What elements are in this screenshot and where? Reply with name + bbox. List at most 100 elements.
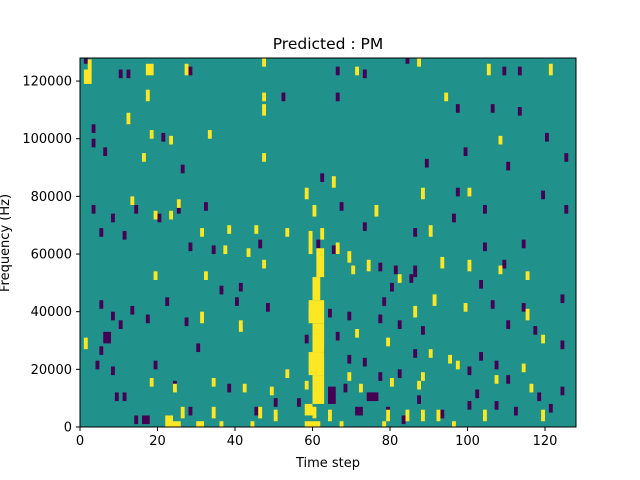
heatmap-cell-low [397, 369, 402, 378]
heatmap-cell-low [91, 138, 96, 148]
heatmap-cell-high [180, 406, 185, 419]
heatmap-cell-low [409, 274, 414, 283]
heatmap-cell-high [211, 377, 216, 387]
heatmap-cell-high [130, 196, 135, 206]
heatmap-cell-low [157, 213, 162, 223]
chart-title: Predicted : PM [273, 35, 384, 53]
heatmap-cell-high [304, 421, 321, 427]
heatmap-cell-low [560, 386, 565, 396]
heatmap-cell-high [176, 199, 181, 208]
heatmap-cell-low [204, 202, 208, 211]
heatmap-cell-low [560, 340, 565, 350]
heatmap-cell-high [390, 377, 394, 387]
heatmap-cell-low [545, 132, 549, 142]
heatmap-cell-low [548, 403, 553, 413]
heatmap-cell-low [273, 398, 278, 407]
y-tick-label: 120000 [22, 75, 72, 90]
heatmap-cell-high [308, 230, 313, 255]
heatmap-cell-low [126, 69, 131, 79]
heatmap-cell-low [347, 311, 352, 321]
x-tick-label: 40 [227, 434, 244, 449]
heatmap-cell-low [514, 406, 518, 416]
heatmap-cell-low [517, 107, 522, 116]
heatmap-cell-high [351, 265, 356, 275]
heatmap-cell-low [188, 406, 193, 416]
heatmap-cell-high [246, 248, 251, 257]
heatmap-cell-low [378, 372, 383, 381]
heatmap-cell-high [331, 176, 336, 188]
heatmap-cell-high [448, 354, 452, 364]
heatmap-cell-high [312, 406, 317, 419]
heatmap-cell-high [211, 406, 216, 419]
heatmap-cell-low [188, 66, 193, 76]
heatmap-cell-high [273, 409, 278, 422]
heatmap-cell-high [397, 274, 402, 283]
heatmap-cell-low [134, 205, 139, 214]
heatmap-cell-high [308, 352, 325, 376]
heatmap-cell-low [227, 383, 232, 393]
heatmap-cell-low [254, 406, 259, 416]
heatmap-cell-high [498, 265, 503, 275]
heatmap-cell-low [390, 282, 394, 292]
heatmap-cell-low [335, 92, 340, 102]
x-axis: 0 20 40 60 80 100 120 [76, 427, 558, 449]
x-tick-label: 120 [533, 434, 558, 449]
heatmap-cell-high [126, 112, 131, 125]
heatmap-cell-low [452, 213, 456, 223]
heatmap-cell-low [424, 158, 429, 168]
heatmap-cell-high [83, 337, 88, 350]
heatmap-cell-high [285, 228, 290, 237]
heatmap-cell-high [142, 153, 146, 162]
heatmap-cell-high [440, 256, 445, 269]
heatmap-cell-low [130, 305, 135, 315]
x-tick-label: 100 [455, 434, 480, 449]
heatmap-cell-low [401, 415, 406, 425]
heatmap-cell-high [219, 421, 224, 427]
heatmap-cell-low [564, 205, 569, 214]
heatmap-cell-low [405, 58, 410, 64]
heatmap-cell-low [153, 360, 158, 370]
heatmap-cell-high [455, 360, 460, 370]
heatmap-cell-low [506, 320, 511, 329]
heatmap-cell-high [312, 323, 325, 353]
heatmap-cell-high [262, 259, 266, 269]
heatmap-cell-high [382, 421, 387, 427]
heatmap-cell-high [444, 92, 449, 102]
heatmap-cell-low [188, 242, 193, 252]
heatmap-cell-low [537, 392, 542, 402]
heatmap-cell-high [184, 63, 189, 76]
x-tick-label: 20 [149, 434, 166, 449]
heatmap-cell-low [483, 242, 487, 252]
heatmap-cell-low [494, 401, 499, 410]
heatmap-cell-high [312, 205, 317, 217]
heatmap-cell-low [134, 415, 139, 425]
heatmap-cell-low [281, 92, 286, 102]
heatmap-cell-high [483, 409, 487, 422]
heatmap-cell-high [145, 63, 154, 76]
heatmap-cell-high [525, 308, 530, 321]
heatmap-cell-low [161, 132, 166, 142]
heatmap-cell-high [304, 187, 309, 200]
heatmap-cell-high [173, 383, 177, 393]
heatmap-cell-high [153, 271, 158, 280]
heatmap-cell-high [200, 311, 204, 324]
heatmap-cell-low [211, 245, 216, 255]
heatmap-cell-low [378, 314, 383, 324]
plot-area [79, 57, 577, 428]
heatmap-cell-low [95, 360, 100, 370]
heatmap-cell-low [111, 213, 115, 223]
heatmap-cell-low [118, 320, 123, 329]
heatmap-cell-low [490, 104, 495, 113]
heatmap-cell-low [421, 326, 425, 335]
heatmap-cell-high [149, 130, 154, 139]
heatmap-cell-low [122, 230, 127, 240]
heatmap-cell-high [548, 63, 553, 76]
heatmap-cell-low [99, 300, 104, 309]
heatmap-cell-high [498, 135, 503, 145]
plot-frame [79, 57, 577, 428]
heatmap-cell-low [184, 317, 189, 327]
heatmap-cell-high [494, 375, 499, 384]
heatmap-cell-low [118, 69, 123, 79]
heatmap-cell-low [122, 392, 127, 402]
y-tick-label: 0 [64, 421, 72, 436]
